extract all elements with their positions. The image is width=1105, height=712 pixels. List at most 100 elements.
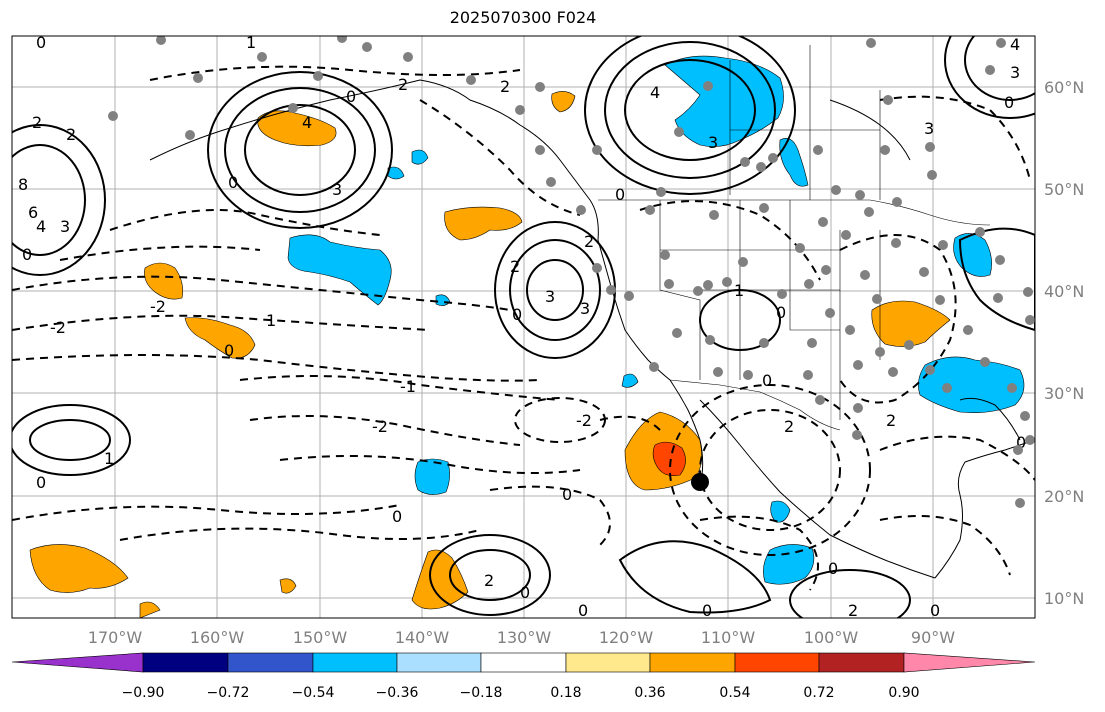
colorbar-tick: −0.36 — [376, 685, 419, 701]
positive-region-small-b — [279, 578, 297, 594]
coastline-florida — [959, 397, 1021, 441]
colorbar-tick: −0.54 — [292, 685, 335, 701]
svg-text:1: 1 — [266, 311, 276, 330]
negative-region-small-e — [387, 166, 405, 180]
lat-label-50: 50°N — [1044, 180, 1084, 199]
svg-text:2: 2 — [584, 232, 594, 251]
svg-text:0: 0 — [346, 87, 356, 106]
colorbar-bin — [142, 652, 229, 673]
border-state-c — [789, 200, 840, 331]
svg-text:2: 2 — [398, 75, 408, 94]
positive-region-south-central — [871, 300, 951, 347]
svg-text:3: 3 — [332, 180, 342, 199]
svg-text:0: 0 — [930, 601, 940, 620]
negative-region-gulf-coast — [918, 356, 1025, 413]
lon-label-130w: 130°W — [497, 628, 552, 647]
lon-label-120w: 120°W — [599, 628, 654, 647]
svg-text:3: 3 — [708, 133, 718, 152]
coastline-gulf — [934, 439, 1035, 579]
colorbar: −0.90 −0.72 −0.54 −0.36 −0.18 0.18 0.36 … — [11, 652, 1036, 701]
grid-lines — [12, 36, 1035, 618]
negative-region-canada-a — [779, 138, 809, 187]
lon-label-160w: 160°W — [190, 628, 245, 647]
negative-region-ne-pacific — [287, 234, 392, 306]
svg-text:2: 2 — [32, 113, 42, 132]
solid-contours — [12, 36, 1035, 618]
negative-region-small-a — [770, 500, 791, 523]
svg-text:2: 2 — [784, 417, 794, 436]
colorbar-tick: 0.90 — [888, 685, 919, 701]
svg-text:2: 2 — [848, 601, 858, 620]
lon-label-90w: 90°W — [911, 628, 955, 647]
colorbar-tick: 0.72 — [803, 685, 834, 701]
border-us-mexico — [669, 379, 841, 431]
lon-label-150w: 150°W — [293, 628, 348, 647]
svg-text:4: 4 — [302, 113, 312, 132]
colorbar-tick: 0.18 — [550, 685, 581, 701]
colorbar-bin — [227, 652, 314, 673]
negative-region-mexico-pacific — [763, 544, 815, 585]
colorbar-bin — [396, 652, 482, 673]
svg-text:0: 0 — [392, 507, 402, 526]
colorbar-tick: 0.54 — [719, 685, 750, 701]
svg-text:3: 3 — [545, 287, 555, 306]
colorbar-bin — [565, 652, 651, 673]
svg-text:0: 0 — [1016, 433, 1026, 452]
colorbar-tick: −0.90 — [122, 685, 165, 701]
svg-text:0: 0 — [1004, 93, 1014, 112]
svg-text:0: 0 — [36, 473, 46, 492]
lon-label-140w: 140°W — [395, 628, 450, 647]
positive-region-hawaii-south — [29, 544, 129, 593]
svg-text:0: 0 — [702, 601, 712, 620]
dashed-contours — [12, 65, 1035, 591]
svg-text:0: 0 — [615, 185, 625, 204]
svg-text:2: 2 — [500, 77, 510, 96]
svg-text:0: 0 — [578, 601, 588, 620]
svg-text:3: 3 — [924, 119, 934, 138]
longitude-labels: 170°W 160°W 150°W 140°W 130°W 120°W 110°… — [88, 628, 955, 647]
svg-text:1: 1 — [246, 33, 256, 52]
highlight-station-marker — [691, 473, 709, 491]
svg-text:0: 0 — [224, 341, 234, 360]
positive-region-ne-pacific — [444, 206, 523, 241]
negative-region-small-c — [411, 149, 429, 165]
svg-text:-2: -2 — [372, 417, 388, 436]
negative-region-yukon — [664, 55, 784, 147]
svg-text:4: 4 — [650, 83, 660, 102]
svg-text:-2: -2 — [576, 411, 592, 430]
svg-text:2: 2 — [886, 411, 896, 430]
svg-text:4: 4 — [36, 217, 46, 236]
station-markers — [108, 36, 1035, 508]
colorbar-bin — [818, 652, 905, 673]
colorbar-bin — [312, 652, 398, 673]
lon-label-110w: 110°W — [701, 628, 756, 647]
coastline-mexico-west — [699, 399, 936, 579]
lat-label-40: 40°N — [1044, 282, 1084, 301]
colorbar-extend-min — [11, 652, 144, 673]
positive-region-central-pacific-b — [184, 317, 256, 359]
svg-text:8: 8 — [18, 175, 28, 194]
positive-region-baja-core — [652, 441, 686, 476]
contour-labels: 1 0 2 2 8 6 4 3 0 4 3 0 0 2 2 -2 -2 1 0 … — [18, 33, 1026, 620]
svg-text:0: 0 — [762, 371, 772, 390]
svg-text:0: 0 — [228, 173, 238, 192]
colorbar-bin — [649, 652, 736, 673]
colorbar-tick-labels: −0.90 −0.72 −0.54 −0.36 −0.18 0.18 0.36 … — [122, 685, 920, 701]
svg-text:0: 0 — [520, 583, 530, 602]
border-state-a — [659, 200, 701, 380]
svg-text:2: 2 — [484, 571, 494, 590]
negative-region-small-b — [621, 373, 639, 388]
svg-text:3: 3 — [580, 299, 590, 318]
map-title: 2025070300 F024 — [449, 8, 597, 27]
svg-text:-1: -1 — [400, 377, 416, 396]
coastline-alaska — [149, 79, 599, 241]
border-us-canada — [598, 199, 991, 226]
svg-text:4: 4 — [1010, 35, 1020, 54]
lat-label-60: 60°N — [1044, 78, 1084, 97]
svg-text:1: 1 — [734, 281, 744, 300]
negative-region-central-pacific — [414, 458, 450, 495]
colorbar-tick: −0.72 — [207, 685, 250, 701]
svg-text:3: 3 — [60, 217, 70, 236]
colorbar-tick: −0.18 — [460, 685, 503, 701]
svg-text:0: 0 — [776, 303, 786, 322]
